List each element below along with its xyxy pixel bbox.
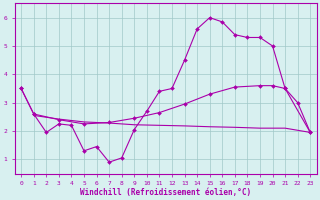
X-axis label: Windchill (Refroidissement éolien,°C): Windchill (Refroidissement éolien,°C) [80,188,251,197]
